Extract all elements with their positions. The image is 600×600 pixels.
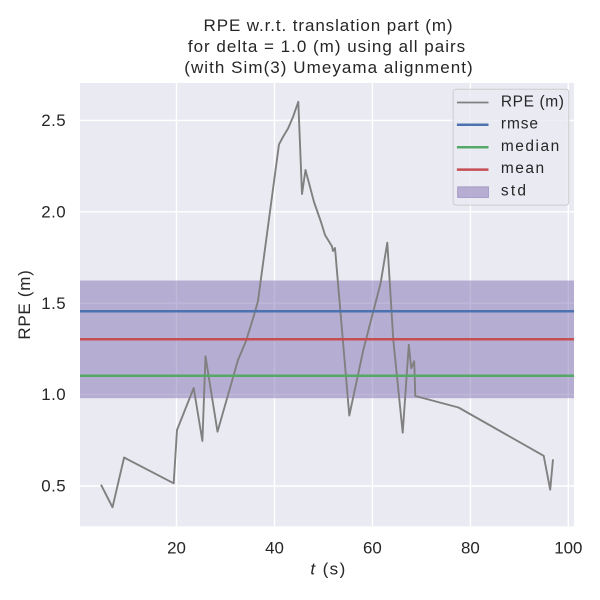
svg-text:0.5: 0.5	[41, 477, 66, 496]
svg-text:1.5: 1.5	[41, 294, 66, 313]
svg-text:t (s): t (s)	[310, 560, 346, 579]
svg-text:RPE w.r.t. translation part (m: RPE w.r.t. translation part (m)	[204, 16, 454, 35]
svg-text:20: 20	[167, 539, 186, 558]
svg-text:100: 100	[554, 539, 582, 558]
svg-text:RPE (m): RPE (m)	[15, 270, 34, 340]
svg-text:80: 80	[461, 539, 480, 558]
svg-text:60: 60	[363, 539, 382, 558]
svg-text:rmse: rmse	[501, 116, 539, 133]
svg-text:RPE (m): RPE (m)	[501, 93, 565, 110]
svg-text:(with Sim(3) Umeyama alignment: (with Sim(3) Umeyama alignment)	[184, 58, 474, 77]
svg-text:1.0: 1.0	[41, 385, 66, 404]
svg-text:mean: mean	[501, 160, 546, 177]
svg-text:std: std	[501, 182, 528, 199]
svg-text:median: median	[501, 138, 561, 155]
svg-text:for delta = 1.0 (m) using all: for delta = 1.0 (m) using all pairs	[188, 37, 466, 56]
svg-text:2.5: 2.5	[41, 111, 66, 130]
svg-text:2.0: 2.0	[41, 202, 66, 221]
svg-text:40: 40	[265, 539, 284, 558]
